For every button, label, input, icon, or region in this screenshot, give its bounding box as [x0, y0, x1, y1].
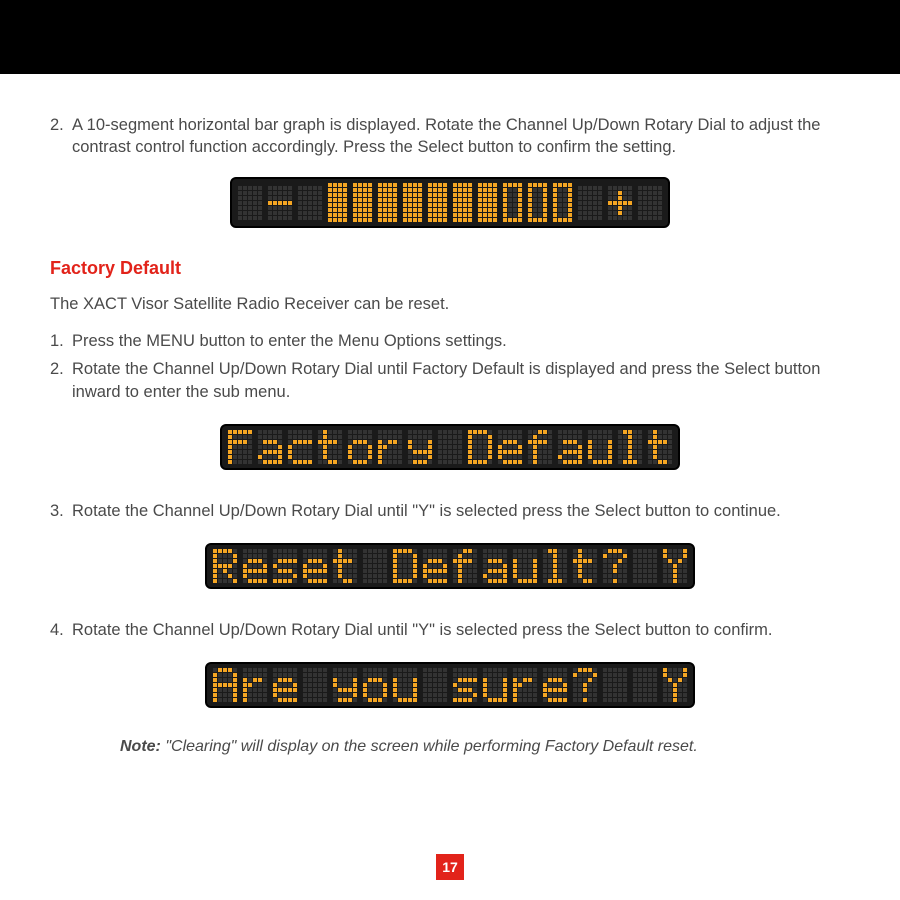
- lcd-bargraph: [230, 177, 670, 228]
- step-text: Rotate the Channel Up/Down Rotary Dial u…: [72, 619, 850, 641]
- lcd-display: [205, 543, 695, 589]
- page-content: 2. A 10-segment horizontal bar graph is …: [0, 74, 900, 756]
- section-heading-factory-default: Factory Default: [50, 258, 850, 279]
- lcd-wrap: [50, 659, 850, 708]
- note-label: Note:: [120, 738, 161, 755]
- step-text: Press the MENU button to enter the Menu …: [72, 330, 850, 352]
- step-number: 1.: [50, 330, 72, 352]
- step-number: 2.: [50, 358, 72, 403]
- factory-default-step: 2.Rotate the Channel Up/Down Rotary Dial…: [50, 358, 850, 403]
- lcd-wrap: [50, 421, 850, 470]
- page-number: 17: [436, 854, 464, 880]
- step-contrast: 2. A 10-segment horizontal bar graph is …: [50, 114, 850, 159]
- note-text: "Clearing" will display on the screen wh…: [161, 738, 698, 755]
- lcd-display: [205, 662, 695, 708]
- factory-default-step: 1.Press the MENU button to enter the Men…: [50, 330, 850, 352]
- lcd-bargraph-wrap: [50, 177, 850, 229]
- step-number: 3.: [50, 500, 72, 522]
- step-number: 2.: [50, 114, 72, 159]
- lcd-display: [220, 424, 680, 470]
- step-text: A 10-segment horizontal bar graph is dis…: [72, 114, 850, 159]
- step-number: 4.: [50, 619, 72, 641]
- lcd-wrap: [50, 540, 850, 589]
- note: Note: "Clearing" will display on the scr…: [120, 738, 850, 756]
- section-intro: The XACT Visor Satellite Radio Receiver …: [50, 293, 850, 316]
- step-text: Rotate the Channel Up/Down Rotary Dial u…: [72, 358, 850, 403]
- step-text: Rotate the Channel Up/Down Rotary Dial u…: [72, 500, 850, 522]
- factory-default-step: 3.Rotate the Channel Up/Down Rotary Dial…: [50, 500, 850, 522]
- top-black-bar: [0, 0, 900, 74]
- factory-default-step: 4.Rotate the Channel Up/Down Rotary Dial…: [50, 619, 850, 641]
